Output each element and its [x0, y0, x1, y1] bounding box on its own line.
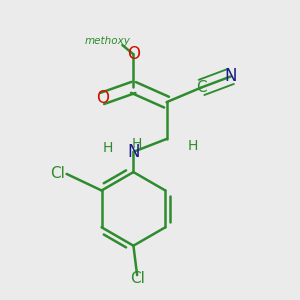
Text: H: H: [187, 139, 197, 153]
Text: N: N: [127, 143, 140, 161]
Text: H: H: [103, 141, 113, 155]
Text: methoxy: methoxy: [85, 36, 130, 46]
Text: O: O: [127, 45, 140, 63]
Text: C: C: [196, 80, 207, 95]
Text: Cl: Cl: [50, 167, 65, 182]
Text: N: N: [225, 68, 237, 85]
Text: Cl: Cl: [130, 271, 145, 286]
Text: H: H: [132, 137, 142, 152]
Text: O: O: [96, 89, 109, 107]
